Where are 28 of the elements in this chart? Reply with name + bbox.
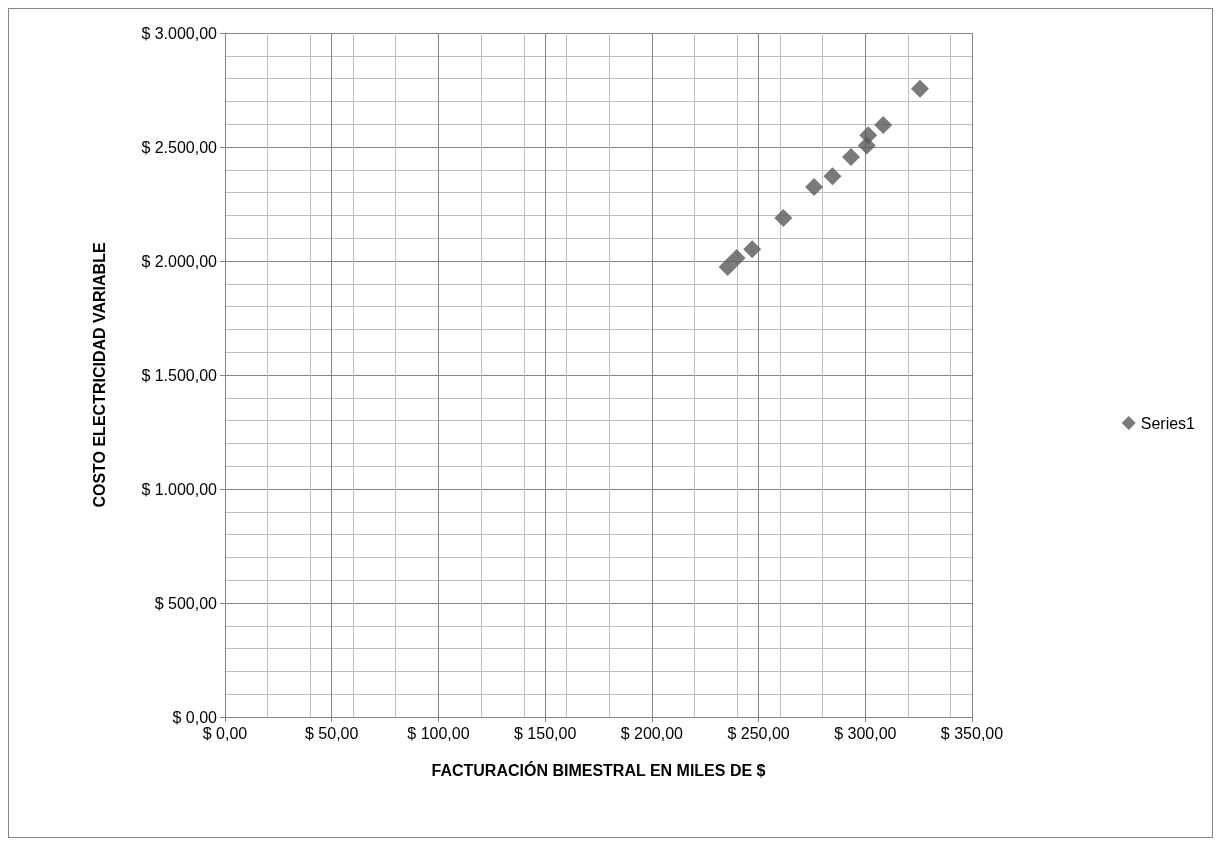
point [774, 208, 793, 227]
y-tick-label: $ 2.000,00 [141, 252, 218, 270]
y-tick-label: $ 1.000,00 [141, 480, 218, 498]
y-tick-label: $ 0,00 [172, 708, 218, 726]
point [859, 126, 878, 145]
y-tick-label: $ 2.500,00 [141, 138, 218, 156]
point [874, 115, 893, 134]
point [910, 79, 929, 98]
legend-label: Series1 [1140, 414, 1196, 432]
x-tick-label: $ 250,00 [727, 724, 790, 742]
y-tick-label: $ 3.000,00 [141, 24, 218, 42]
x-tick-label: $ 100,00 [407, 724, 470, 742]
point [841, 148, 860, 167]
x-tick-label: $ 300,00 [834, 724, 897, 742]
x-tick-label: $ 150,00 [514, 724, 577, 742]
x-tick-label: $ 50,00 [305, 724, 359, 742]
point [727, 249, 746, 268]
point [805, 177, 824, 196]
x-axis-title: FACTURACIÓN BIMESTRAL EN MILES DE $ [431, 760, 766, 779]
x-tick-label: $ 350,00 [940, 724, 1004, 742]
x-tick-label: $ 0,00 [202, 724, 248, 742]
point [823, 167, 842, 186]
y-axis-title: COSTO ELECTRICIDAD VARIABLE [90, 242, 108, 508]
y-tick-label: $ 1.500,00 [141, 366, 218, 384]
y-tick-label: $ 500,00 [154, 594, 218, 612]
x-tick-label: $ 200,00 [620, 724, 684, 742]
point [718, 257, 737, 276]
point [743, 240, 762, 259]
